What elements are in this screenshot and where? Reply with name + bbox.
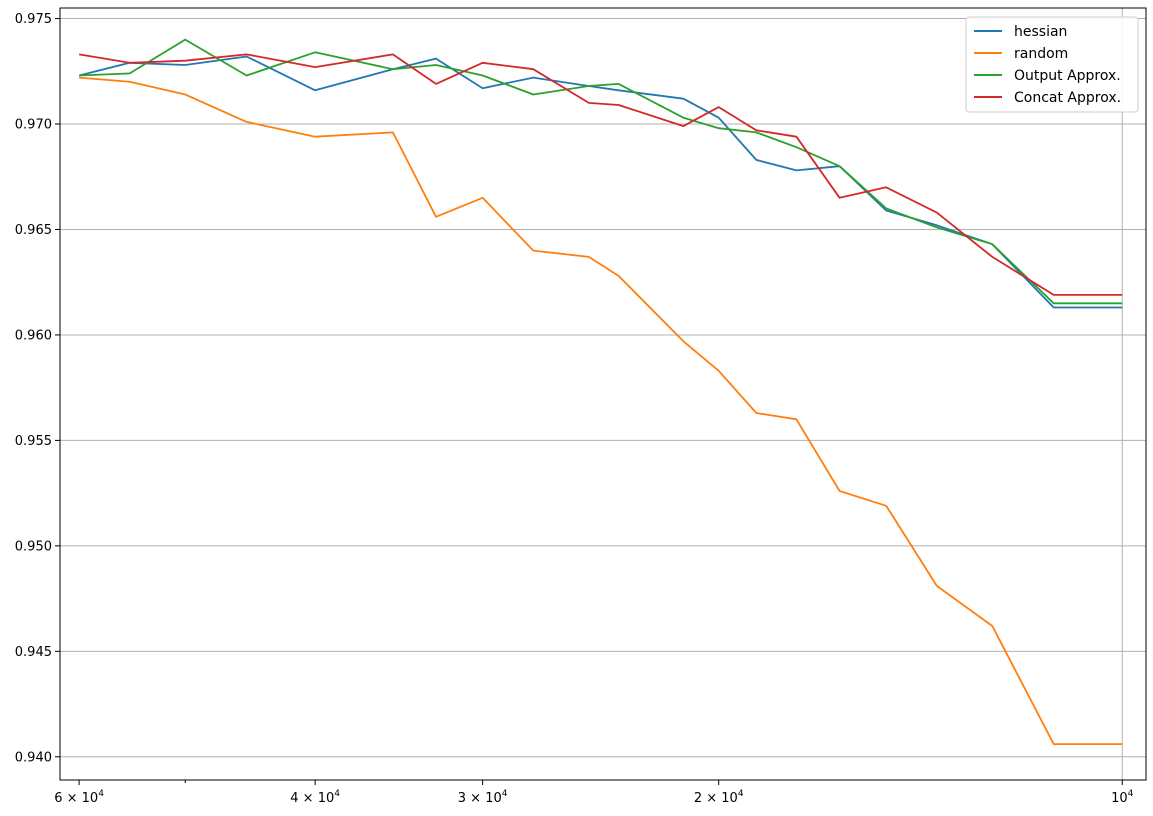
plot-frame xyxy=(59,7,1147,781)
x-axis: 6 × 104 4 × 104 3 × 104 2 × 104 104 xyxy=(54,780,1134,806)
y-tick-label: 0.955 xyxy=(15,434,52,449)
x-tick-label: 4 × 104 xyxy=(290,789,340,806)
legend-box xyxy=(965,16,1139,113)
legend-label: hessian xyxy=(1014,24,1067,40)
y-axis: 0.940 0.945 0.950 0.955 0.960 0.965 0.970 0.975 xyxy=(15,12,60,765)
y-tick-label: 0.945 xyxy=(15,645,52,660)
legend-label: Concat Approx. xyxy=(1014,90,1121,106)
grid-lines xyxy=(60,8,1146,780)
series-line-output-approx xyxy=(79,38,1123,305)
y-tick-label: 0.965 xyxy=(15,223,52,238)
x-tick-label: 104 xyxy=(1111,789,1134,806)
series-line-concat-approx xyxy=(78,53,1123,296)
y-tick-label: 0.960 xyxy=(15,328,52,343)
legend-label: random xyxy=(1014,46,1068,62)
y-tick-label: 0.970 xyxy=(15,118,52,133)
x-tick-label: 3 × 104 xyxy=(458,789,508,806)
series-lines xyxy=(78,38,1123,745)
x-tick-label: 6 × 104 xyxy=(54,789,104,806)
y-tick-label: 0.975 xyxy=(15,12,52,27)
x-tick-label: 2 × 104 xyxy=(694,789,744,806)
y-tick-label: 0.940 xyxy=(15,750,52,765)
legend-label: Output Approx. xyxy=(1014,68,1121,84)
legend: hessian random Output Approx. Concat Approx… xyxy=(965,16,1139,113)
series-line-random xyxy=(79,76,1123,745)
y-tick-label: 0.950 xyxy=(15,539,52,554)
